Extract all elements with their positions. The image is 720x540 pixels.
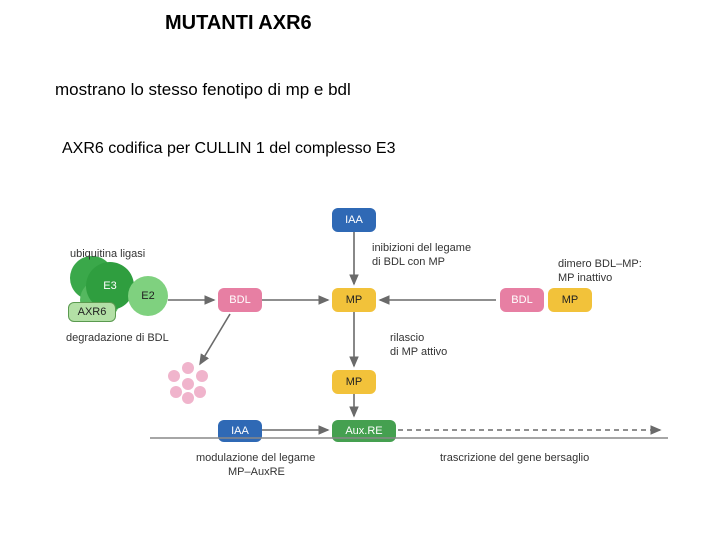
label-rilascio-2: di MP attivo — [390, 346, 447, 359]
node-bdl-right: BDL — [500, 288, 544, 312]
node-mp-mid: MP — [332, 370, 376, 394]
node-bdl-left: BDL — [218, 288, 262, 312]
node-mp-right: MP — [548, 288, 592, 312]
e3-label: E3 — [103, 280, 116, 292]
mp-mid-label: MP — [346, 376, 363, 388]
label-rilascio-1: rilascio — [390, 332, 424, 345]
node-mp-top: MP — [332, 288, 376, 312]
mp-top-label: MP — [346, 294, 363, 306]
label-modulazione-2: MP–AuxRE — [228, 466, 285, 479]
mp-right-label: MP — [562, 294, 579, 306]
node-iaa-top: IAA — [332, 208, 376, 232]
label-inibizioni-2: di BDL con MP — [372, 256, 445, 269]
axr6-box: AXR6 — [68, 302, 116, 322]
label-trascrizione: trascrizione del gene bersaglio — [440, 452, 589, 465]
iaa-bottom-label: IAA — [231, 425, 249, 437]
auxre-label: Aux.RE — [345, 425, 382, 437]
node-iaa-bottom: IAA — [218, 420, 262, 442]
degradation-dots — [166, 360, 210, 404]
iaa-top-label: IAA — [345, 214, 363, 226]
bdl-left-label: BDL — [229, 294, 250, 306]
subtitle-2: AXR6 codifica per CULLIN 1 del complesso… — [62, 140, 396, 158]
bdl-right-label: BDL — [511, 294, 532, 306]
label-dimero-1: dimero BDL–MP: — [558, 258, 642, 271]
e2-label: E2 — [141, 290, 154, 302]
label-modulazione-1: modulazione del legame — [196, 452, 315, 465]
subtitle-1: mostrano lo stesso fenotipo di mp e bdl — [55, 80, 351, 100]
axr6-label: AXR6 — [78, 306, 107, 318]
label-ubiquitina: ubiquitina ligasi — [70, 248, 145, 261]
label-inibizioni-1: inibizioni del legame — [372, 242, 471, 255]
e2-circle: E2 — [128, 276, 168, 316]
page-title: MUTANTI AXR6 — [165, 12, 312, 35]
label-degradazione: degradazione di BDL — [66, 332, 169, 345]
node-auxre: Aux.RE — [332, 420, 396, 442]
label-dimero-2: MP inattivo — [558, 272, 612, 285]
